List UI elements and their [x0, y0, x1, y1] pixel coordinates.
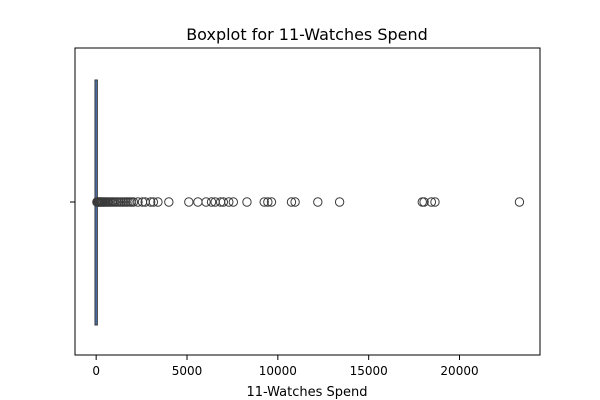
plot-frame	[74, 47, 541, 356]
outlier-point	[266, 197, 277, 207]
outlier-point	[224, 197, 234, 207]
outlier-point	[206, 197, 217, 207]
x-tick-label: 20000	[440, 364, 478, 378]
outlier-point	[263, 197, 273, 207]
x-axis-label: 11-Watches Spend	[246, 385, 367, 400]
outlier-point	[286, 197, 297, 207]
outlier-point	[417, 197, 427, 207]
outlier-point	[313, 197, 323, 207]
outlier-point	[228, 197, 239, 207]
outlier-point	[242, 197, 252, 207]
outlier-point	[184, 197, 194, 207]
outlier-point	[193, 197, 203, 207]
x-axis-ticks: 0 5000 10000 15000 20000	[92, 355, 479, 378]
x-tick-label: 15000	[350, 364, 388, 378]
chart-title: Boxplot for 11-Watches Spend	[186, 25, 428, 44]
outlier-point	[128, 197, 139, 207]
outlier-point	[290, 197, 300, 207]
outlier-point	[148, 197, 159, 207]
outlier-point	[218, 197, 229, 207]
outlier-point	[426, 197, 437, 207]
outlier-point	[201, 197, 211, 207]
outlier-point	[153, 197, 163, 207]
outlier-point	[419, 197, 429, 207]
outlier-point	[259, 197, 269, 207]
outlier-point	[514, 197, 525, 207]
outlier-point	[430, 197, 440, 207]
plot-area	[74, 47, 541, 356]
x-tick-label: 5000	[172, 364, 203, 378]
x-tick-label: 10000	[259, 364, 297, 378]
outlier-point	[145, 197, 156, 207]
outlier-point	[334, 197, 345, 207]
outlier-point	[133, 197, 143, 207]
x-tick-label: 0	[92, 364, 100, 378]
outlier-point	[164, 197, 174, 207]
